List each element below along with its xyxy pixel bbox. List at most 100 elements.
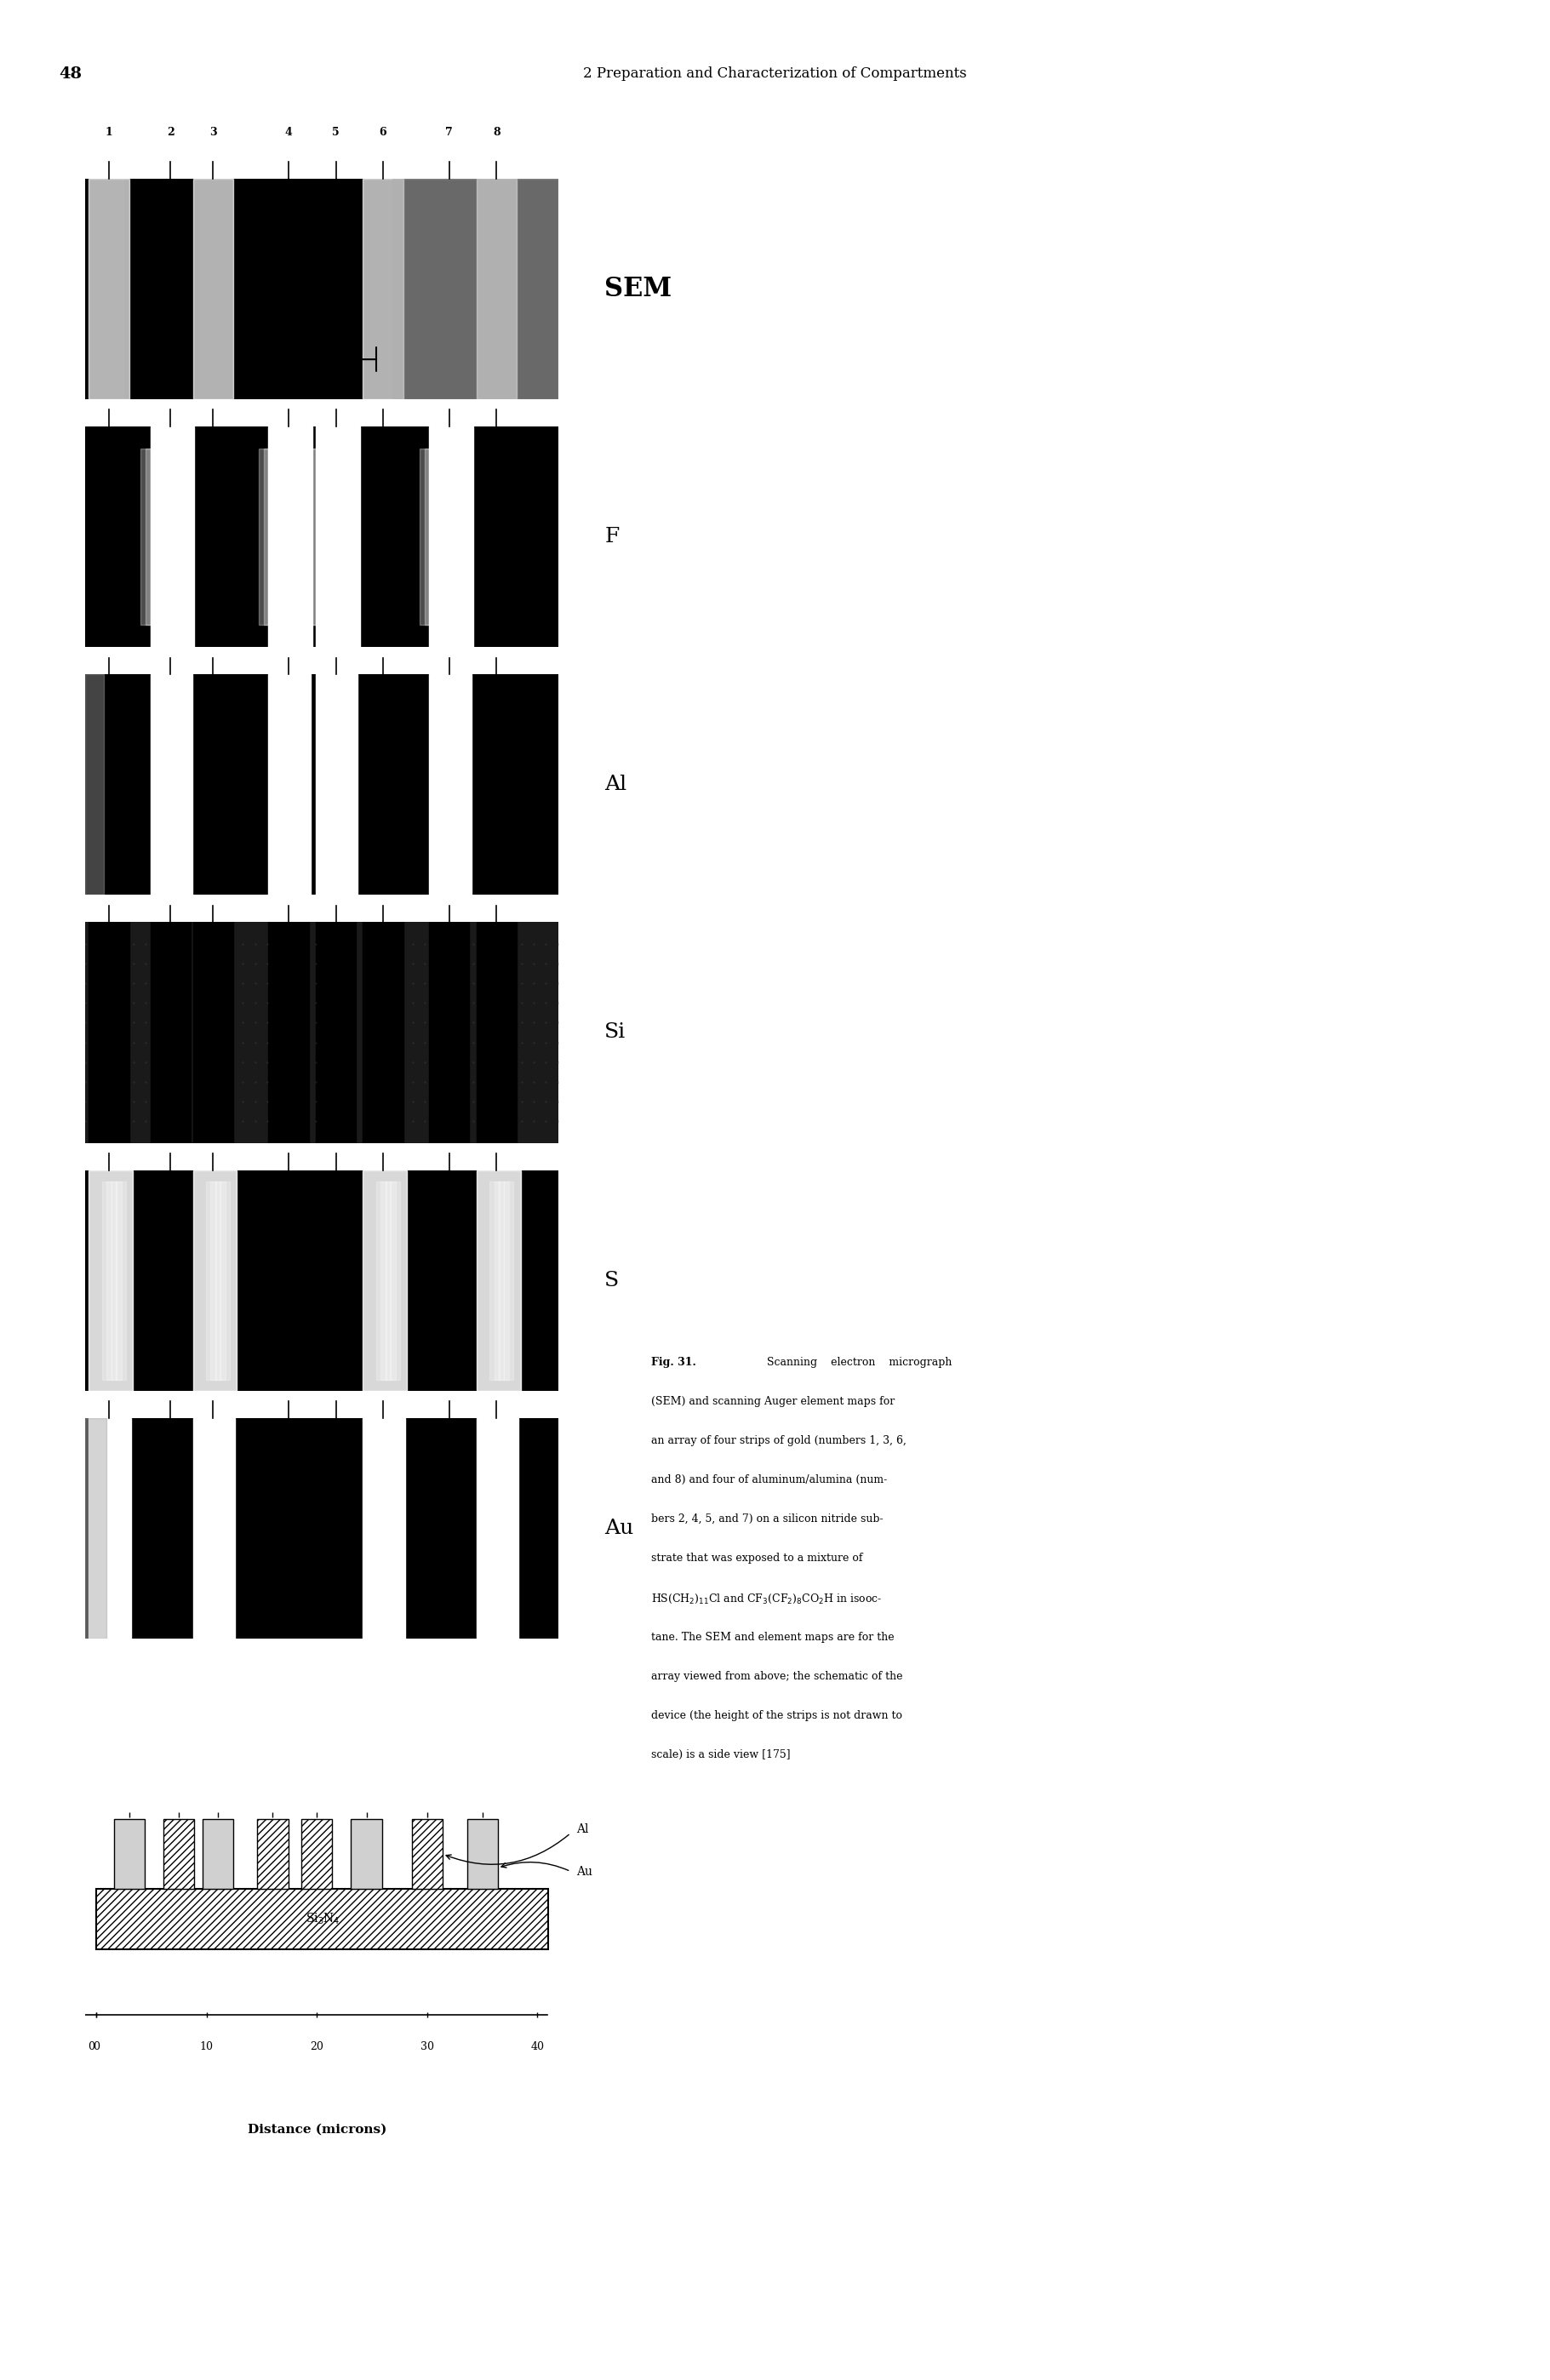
Text: 5: 5 — [332, 126, 339, 138]
Bar — [192, 1171, 237, 1390]
Bar — [494, 1180, 504, 1380]
Bar — [155, 447, 167, 626]
Bar — [112, 1180, 121, 1380]
Bar — [316, 921, 357, 1142]
Bar — [202, 1818, 232, 1890]
Bar — [160, 447, 172, 626]
Bar — [476, 921, 516, 1142]
Text: 6: 6 — [380, 126, 388, 138]
Bar — [268, 447, 281, 626]
Bar — [116, 1180, 126, 1380]
Bar — [141, 447, 153, 626]
Bar — [150, 921, 191, 1142]
Text: Al: Al — [577, 1823, 589, 1835]
Bar — [150, 674, 192, 895]
Text: strate that was exposed to a mixture of: strate that was exposed to a mixture of — [651, 1554, 862, 1564]
Text: S: S — [605, 1271, 618, 1290]
Bar — [192, 1418, 236, 1637]
Bar — [88, 178, 129, 400]
Bar — [412, 1818, 443, 1890]
Bar — [476, 1418, 519, 1637]
Bar — [301, 1818, 332, 1890]
Bar — [307, 447, 318, 626]
Text: 2: 2 — [166, 126, 174, 138]
Bar — [273, 447, 285, 626]
Text: Si$_3$N$_4$: Si$_3$N$_4$ — [305, 1911, 339, 1928]
Text: 30: 30 — [420, 2042, 434, 2052]
Bar — [257, 1818, 288, 1890]
Text: 3: 3 — [209, 126, 217, 138]
Bar — [96, 1890, 549, 1949]
Text: 10: 10 — [200, 2042, 214, 2052]
Bar — [146, 447, 158, 626]
Bar — [259, 447, 271, 626]
Text: Distance (microns): Distance (microns) — [248, 2123, 386, 2135]
Bar — [377, 1180, 386, 1380]
Bar — [363, 1418, 405, 1637]
Bar — [386, 1180, 395, 1380]
Text: Scanning    electron    micrograph: Scanning electron micrograph — [767, 1357, 952, 1368]
Text: 0: 0 — [93, 2042, 99, 2052]
Bar — [85, 674, 104, 895]
Bar — [316, 447, 327, 626]
Text: Au: Au — [605, 1518, 634, 1537]
Bar — [88, 921, 129, 1142]
Bar — [425, 447, 437, 626]
Bar — [215, 1180, 225, 1380]
Bar — [439, 447, 451, 626]
Text: 7: 7 — [445, 126, 453, 138]
Text: 100 0 μm: 100 0 μm — [296, 374, 333, 383]
Text: 48: 48 — [59, 67, 82, 81]
Bar — [85, 178, 122, 400]
Text: scale) is a side view [175]: scale) is a side view [175] — [651, 1749, 791, 1761]
Bar — [107, 1180, 116, 1380]
Bar — [363, 921, 403, 1142]
Text: SEM: SEM — [605, 276, 671, 302]
Text: 0: 0 — [87, 2042, 95, 2052]
Bar — [164, 1818, 194, 1890]
Bar — [316, 674, 358, 895]
Text: 1: 1 — [105, 126, 113, 138]
Text: F: F — [605, 526, 618, 547]
Bar — [392, 178, 558, 400]
Text: and 8) and four of aluminum/alumina (num-: and 8) and four of aluminum/alumina (num… — [651, 1476, 887, 1485]
Bar — [429, 674, 471, 895]
Text: 40: 40 — [530, 2042, 544, 2052]
Bar — [391, 1180, 400, 1380]
Text: Si: Si — [605, 1023, 626, 1042]
Bar — [150, 426, 194, 647]
Bar — [316, 426, 360, 647]
Bar — [326, 447, 338, 626]
Bar — [434, 447, 446, 626]
Text: 2 Preparation and Characterization of Compartments: 2 Preparation and Characterization of Co… — [583, 67, 967, 81]
Bar — [192, 178, 232, 400]
Bar — [211, 1180, 220, 1380]
Bar — [429, 447, 442, 626]
Bar — [420, 447, 432, 626]
Text: 20: 20 — [310, 2042, 324, 2052]
Bar — [490, 1180, 499, 1380]
Bar — [312, 447, 322, 626]
Bar — [499, 1180, 508, 1380]
Bar — [476, 178, 516, 400]
Bar — [352, 1818, 381, 1890]
Bar — [220, 1180, 229, 1380]
Text: Al: Al — [605, 776, 626, 795]
Bar — [85, 1418, 107, 1637]
Bar — [102, 1180, 112, 1380]
Text: tane. The SEM and element maps are for the: tane. The SEM and element maps are for t… — [651, 1633, 894, 1642]
Text: 4: 4 — [285, 126, 293, 138]
Bar — [115, 1818, 144, 1890]
Text: device (the height of the strips is not drawn to: device (the height of the strips is not … — [651, 1709, 902, 1721]
Text: Au: Au — [577, 1866, 592, 1878]
Bar — [429, 921, 470, 1142]
Bar — [363, 1171, 408, 1390]
Bar — [192, 921, 232, 1142]
Bar — [206, 1180, 215, 1380]
Text: HS(CH$_2$)$_{11}$Cl and CF$_3$(CF$_2$)$_8$CO$_2$H in isooc-: HS(CH$_2$)$_{11}$Cl and CF$_3$(CF$_2$)$_… — [651, 1592, 882, 1604]
Bar — [268, 674, 310, 895]
Text: array viewed from above; the schematic of the: array viewed from above; the schematic o… — [651, 1671, 902, 1683]
Text: (SEM) and scanning Auger element maps for: (SEM) and scanning Auger element maps fo… — [651, 1395, 894, 1407]
Text: bers 2, 4, 5, and 7) on a silicon nitride sub-: bers 2, 4, 5, and 7) on a silicon nitrid… — [651, 1514, 883, 1526]
Bar — [88, 1171, 133, 1390]
